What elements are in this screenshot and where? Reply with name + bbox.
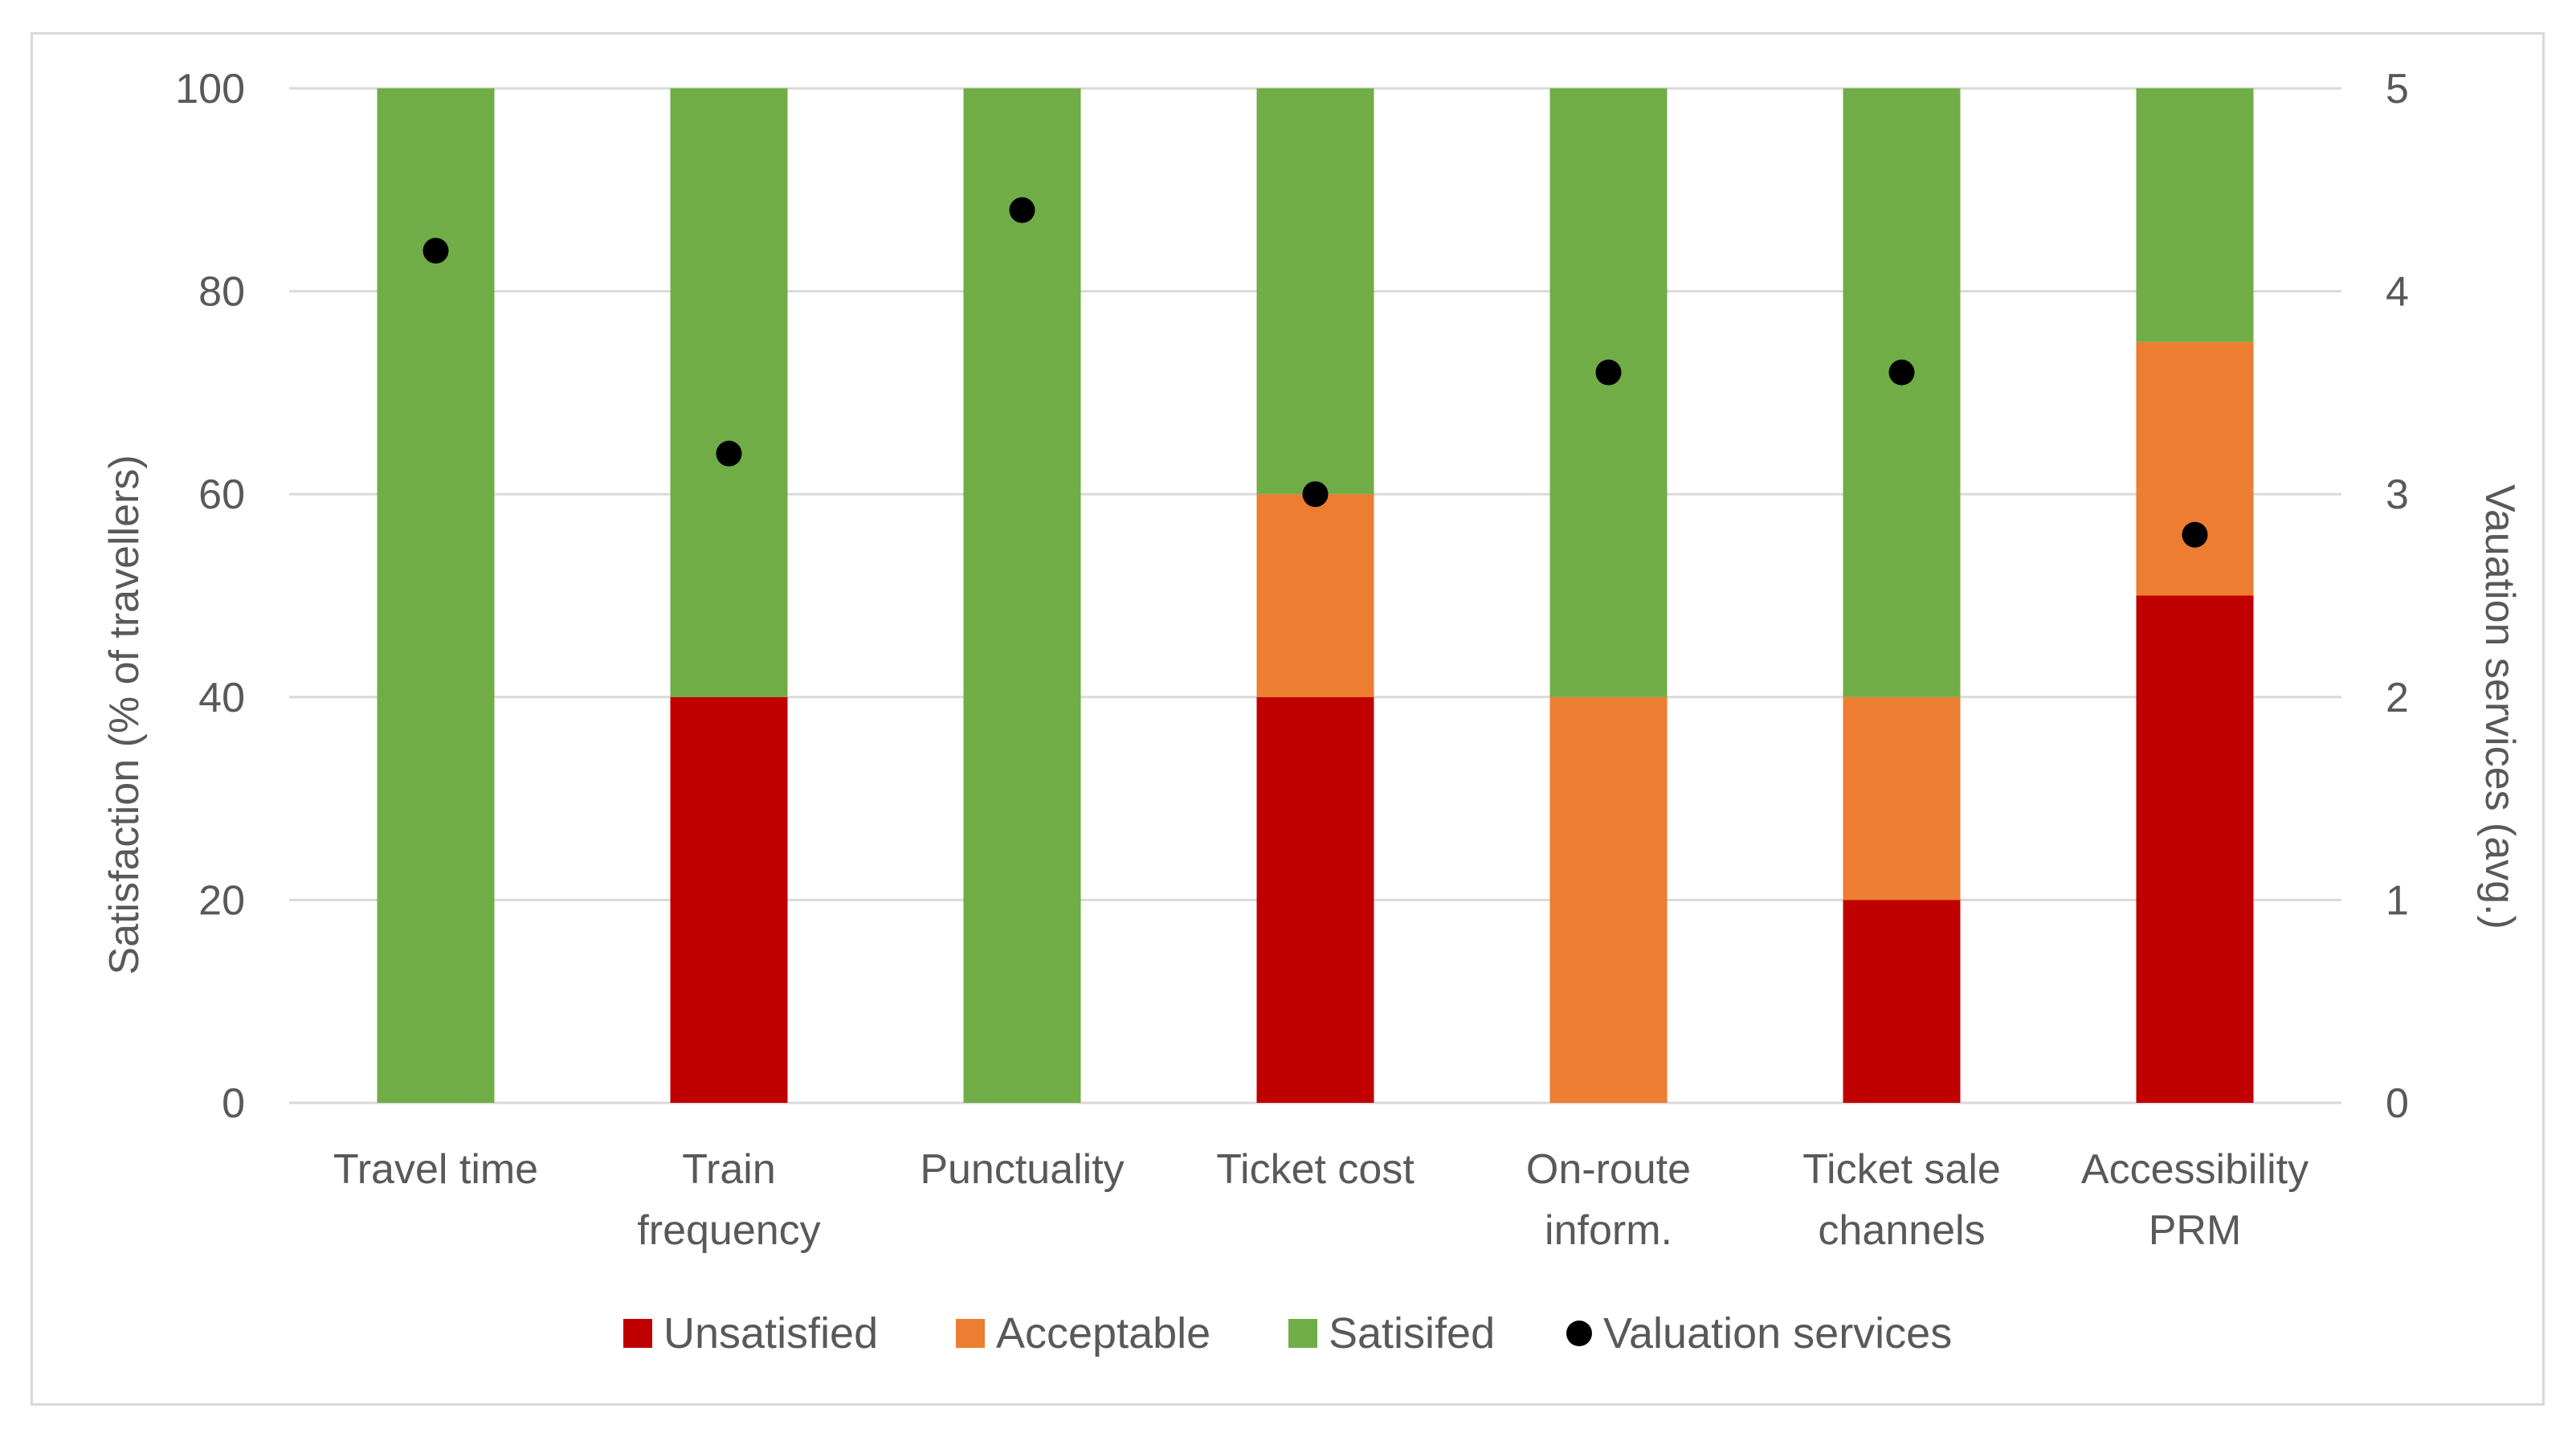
bar-segment-unsatisfied: [670, 696, 788, 1103]
x-tick-label: On-route: [1526, 1146, 1691, 1193]
legend-label-satisfied: Satisifed: [1329, 1309, 1495, 1357]
bar-segment-acceptable: [2136, 341, 2254, 596]
y2-axis-title: Vauation services (avg.): [2476, 484, 2523, 929]
valuation-point: [1302, 481, 1329, 508]
legend-label-unsatisfied: Unsatisfied: [663, 1309, 878, 1357]
bar-segment-unsatisfied: [2136, 595, 2254, 1103]
y2-tick-label: 2: [2386, 675, 2409, 721]
legend: Unsatisfied Acceptable Satisifed Valuati…: [623, 1309, 1952, 1357]
y2-tick-label: 4: [2386, 269, 2409, 316]
legend-swatch-acceptable: [956, 1319, 985, 1348]
bar-segment-acceptable: [1843, 696, 1961, 900]
x-tick-label: frequency: [637, 1207, 820, 1254]
x-tick-label: PRM: [2149, 1207, 2242, 1254]
x-tick-label: Punctuality: [920, 1146, 1124, 1193]
valuation-points: [423, 197, 2208, 548]
legend-swatch-unsatisfied: [623, 1319, 652, 1348]
legend-marker-valuation: [1566, 1321, 1592, 1346]
y2-tick-label: 5: [2386, 66, 2409, 112]
y2-tick-label: 0: [2386, 1080, 2409, 1127]
y-tick-label: 40: [198, 675, 245, 721]
x-tick-label: inform.: [1545, 1207, 1672, 1254]
legend-label-valuation: Valuation services: [1603, 1309, 1952, 1357]
x-tick-label: Travel time: [333, 1146, 538, 1193]
bar-segment-acceptable: [1549, 696, 1668, 1103]
x-tick-label: Accessibility: [2081, 1146, 2309, 1193]
valuation-point: [1595, 359, 1622, 386]
bar-segment-acceptable: [1256, 494, 1374, 697]
left-y-axis: 0 20 40 60 80 100: [175, 66, 245, 1127]
bar-segment-satisifed: [1549, 88, 1668, 697]
bar-segment-satisifed: [1843, 88, 1961, 697]
y-axis-title: Satisfaction (% of travellers): [101, 455, 148, 974]
bar-segment-satisifed: [1256, 88, 1374, 495]
x-tick-label: channels: [1818, 1207, 1985, 1254]
y-tick-label: 60: [198, 472, 245, 518]
bar-segment-unsatisfied: [1256, 696, 1374, 1103]
valuation-point: [1009, 197, 1035, 223]
x-tick-label: Ticket sale: [1802, 1146, 2001, 1193]
x-tick-label: Train: [682, 1146, 776, 1193]
y2-tick-label: 3: [2386, 472, 2409, 518]
right-y-axis: 0 1 2 3 4 5: [2386, 66, 2409, 1127]
valuation-point: [423, 238, 449, 264]
bar-segment-satisifed: [963, 88, 1081, 1103]
x-axis: Travel time Train frequency Punctuality Tick…: [333, 1146, 2309, 1254]
legend-swatch-satisfied: [1288, 1319, 1317, 1348]
bar-segment-satisifed: [670, 88, 788, 697]
bar-segment-satisifed: [2136, 88, 2254, 342]
legend-label-acceptable: Acceptable: [996, 1309, 1210, 1357]
y2-tick-label: 1: [2386, 877, 2409, 924]
stacked-bars: [377, 88, 2254, 1103]
y-tick-label: 100: [175, 66, 245, 112]
y-tick-label: 80: [198, 269, 245, 316]
valuation-point: [716, 440, 742, 467]
y-tick-label: 20: [198, 877, 245, 924]
valuation-point: [2182, 521, 2208, 548]
x-tick-label: Ticket cost: [1216, 1146, 1415, 1193]
bar-segment-unsatisfied: [1843, 900, 1961, 1103]
y-tick-label: 0: [222, 1080, 245, 1127]
valuation-point: [1888, 359, 1915, 386]
